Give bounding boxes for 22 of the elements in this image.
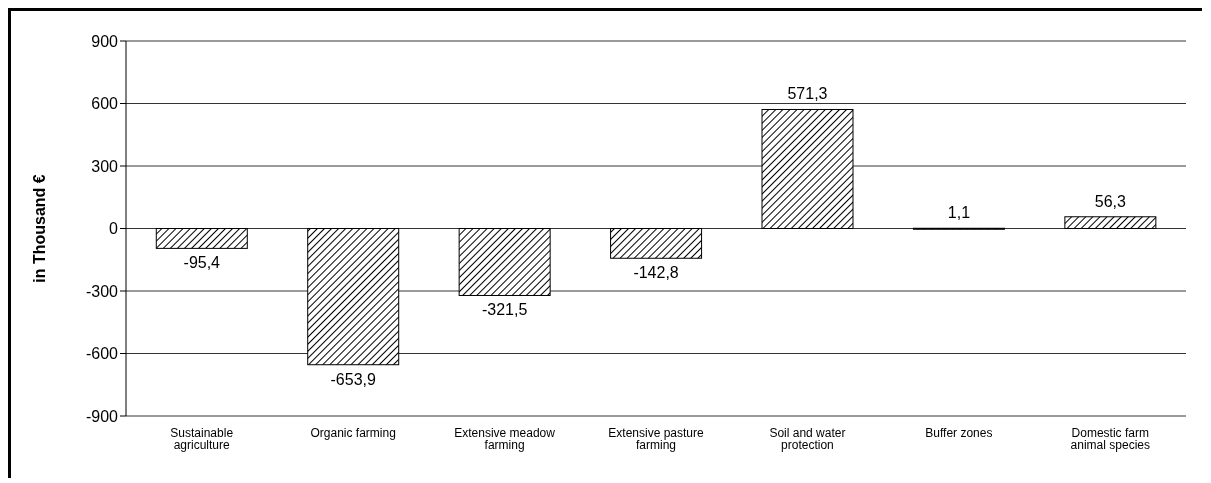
x-tick-label: Domestic farm animal species: [1070, 425, 1150, 452]
x-tick-label: Soil and water protection: [769, 425, 846, 452]
data-label: -142,8: [633, 264, 679, 282]
y-tick-label: 0: [109, 220, 119, 238]
data-label: -653,9: [330, 370, 376, 388]
data-label: 1,1: [947, 204, 971, 222]
y-tick-label: 900: [91, 32, 119, 50]
data-label: 56,3: [1094, 192, 1127, 210]
x-tick-label: Organic farming: [310, 425, 396, 440]
y-tick-label: 300: [91, 157, 119, 175]
y-tick-label: -900: [85, 407, 119, 425]
x-tick-label: Extensive meadow farming: [454, 425, 556, 452]
x-tick-label: Buffer zones: [925, 425, 993, 440]
data-label: -321,5: [481, 301, 528, 319]
data-label: 571,3: [787, 85, 828, 103]
x-tick-label: Sustainable agriculture: [170, 425, 234, 452]
data-label: -95,4: [183, 254, 221, 272]
y-axis-title: in Thousand €: [30, 174, 48, 283]
y-tick-label: 600: [91, 95, 119, 113]
y-tick-label: -300: [85, 282, 119, 300]
x-tick-label: Extensive pasture farming: [608, 425, 705, 452]
y-tick-label: -600: [85, 345, 119, 363]
